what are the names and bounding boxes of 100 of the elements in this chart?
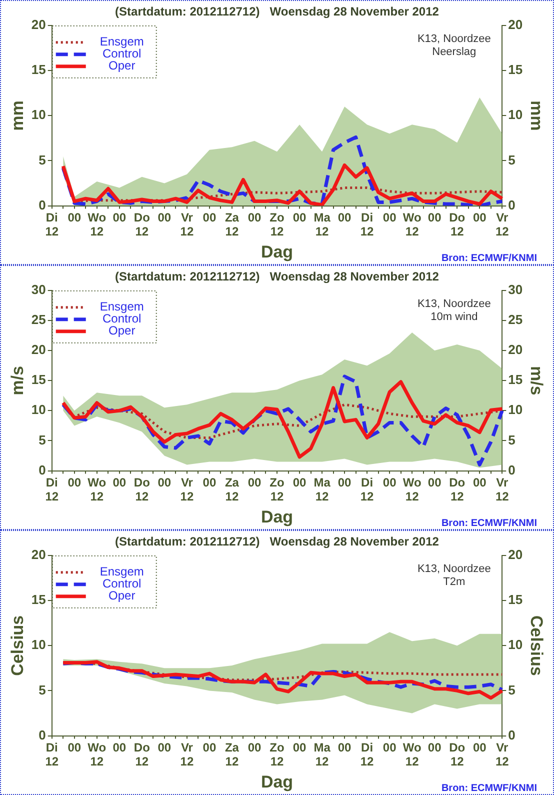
x-tick-label: Wo 12 [88,740,106,769]
x-tick-label: 00 [472,475,487,490]
x-axis-title: Dag [260,507,294,526]
y-tick-label: 15 [31,62,46,78]
x-tick-label: 00 [202,210,216,224]
annotation: K13, Noordzee 10m wind [417,298,491,323]
y2-tick-label: 10 [508,107,523,122]
x-tick-label: Za 12 [224,475,240,504]
y-tick-label: 15 [31,592,46,608]
y2-tick-label: 10 [508,637,523,652]
x-tick-label: 00 [338,475,352,490]
x-tick-label: Vr 12 [495,475,510,504]
x-tick-label: Vr 12 [180,475,194,504]
y2-tick-label: 5 [508,432,516,448]
x-tick-label: Ma 12 [314,475,331,504]
x-tick-label: Do 12 [134,475,150,504]
y-tick-label: 5 [38,432,46,448]
y2-tick-label: 0 [508,462,516,478]
x-tick-label: Di 12 [360,475,374,504]
x-tick-label: Wo 12 [88,475,106,504]
y-axis-title: Celsius [8,615,27,676]
x-tick-label: 00 [292,210,307,224]
x-tick-label: Wo 12 [402,740,422,769]
legend-label: Oper [108,588,136,603]
y-tick-label: 10 [31,107,46,122]
x-tick-label: 00 [112,475,126,490]
chart-title: (Startdatum: 2012112712) Woensdag 28 November 2012 [115,270,440,284]
x-tick-label: 00 [292,475,307,490]
y-tick-label: 5 [38,152,46,168]
y2-tick-label: 30 [508,282,523,297]
x-tick-label: Zo 12 [270,475,284,504]
x-tick-label: 00 [248,210,262,224]
annotation: K13, Noordzee T2m [417,562,491,588]
line-series [61,136,504,206]
x-tick-label: 00 [428,475,442,490]
x-tick-label: Ma 12 [314,740,331,769]
y-tick-label: 10 [31,402,46,418]
y2-tick-label: 5 [508,152,516,168]
x-tick-label: Ma 12 [314,210,331,239]
x-tick-label: 00 [68,210,82,224]
x-tick-label: Wo 12 [402,210,422,239]
y-tick-label: 30 [31,282,46,297]
chart-title: (Startdatum: 2012112712) Woensdag 28 November 2012 [115,534,440,549]
y-tick-label: 25 [31,312,46,328]
x-tick-label: 00 [202,740,216,754]
x-tick-label: Do 12 [134,210,150,239]
x-tick-label: 00 [158,740,172,754]
y2-tick-label: 20 [508,546,523,562]
y-tick-label: 10 [31,637,46,652]
y2-tick-label: 15 [508,62,523,78]
y-tick-label: 0 [38,462,46,478]
text: Bron: ECMWF/KNMI [441,782,538,794]
y2-tick-label: 5 [508,682,516,698]
x-axis-title: Dag [260,242,294,262]
legend-label: Control [102,46,142,61]
legend-label: Ensgem [100,300,144,314]
y2-tick-label: 15 [508,372,523,388]
y-tick-label: 15 [31,372,46,388]
y2-axis-title: Celsius [527,615,546,676]
y2-tick-label: 10 [508,402,523,418]
x-tick-label: 00 [382,210,397,224]
y2-tick-label: 20 [508,16,523,32]
x-tick-label: 00 [338,210,352,224]
x-tick-label: 00 [158,210,172,224]
y2-axis-title: m/s [527,366,546,396]
legend-label: Oper [108,324,136,338]
x-tick-label: 00 [248,475,262,490]
y2-tick-label: 20 [508,342,523,358]
x-tick-label: 00 [292,740,307,754]
y-tick-label: 20 [31,342,46,358]
x-tick-label: 00 [248,740,262,754]
text: Bron: ECMWF/KNMI [441,518,538,529]
x-tick-label: 00 [202,475,216,490]
y2-tick-label: 15 [508,592,523,608]
x-tick-label: Di 12 [360,210,374,239]
y2-tick-label: 25 [508,312,523,328]
x-tick-label: 00 [428,210,442,224]
x-tick-label: Vr 12 [495,740,510,769]
x-tick-label: 00 [382,475,397,490]
y-axis-title: mm [8,100,27,131]
x-tick-label: 00 [158,475,172,490]
x-tick-label: Di 12 [45,475,59,504]
x-tick-label: Do 12 [449,475,466,504]
x-tick-label: Za 12 [224,210,240,239]
x-tick-label: Di 12 [360,740,374,769]
y-tick-label: 5 [38,682,46,698]
x-tick-label: Wo 12 [402,475,422,504]
x-tick-label: 00 [472,740,487,754]
legend-label: Ensgem [100,34,144,49]
x-tick-label: Vr 12 [180,740,194,769]
x-tick-label: 00 [112,210,126,224]
y-tick-label: 20 [31,16,46,32]
x-tick-label: 00 [382,740,397,754]
x-tick-label: Do 12 [449,740,466,769]
x-tick-label: Di 12 [45,210,59,239]
y-tick-label: 0 [38,727,46,742]
x-tick-label: Vr 12 [495,210,510,239]
x-tick-label: 00 [428,740,442,754]
x-tick-label: Di 12 [45,740,59,769]
annotation: K13, Noordzee Neerslag [417,32,491,58]
